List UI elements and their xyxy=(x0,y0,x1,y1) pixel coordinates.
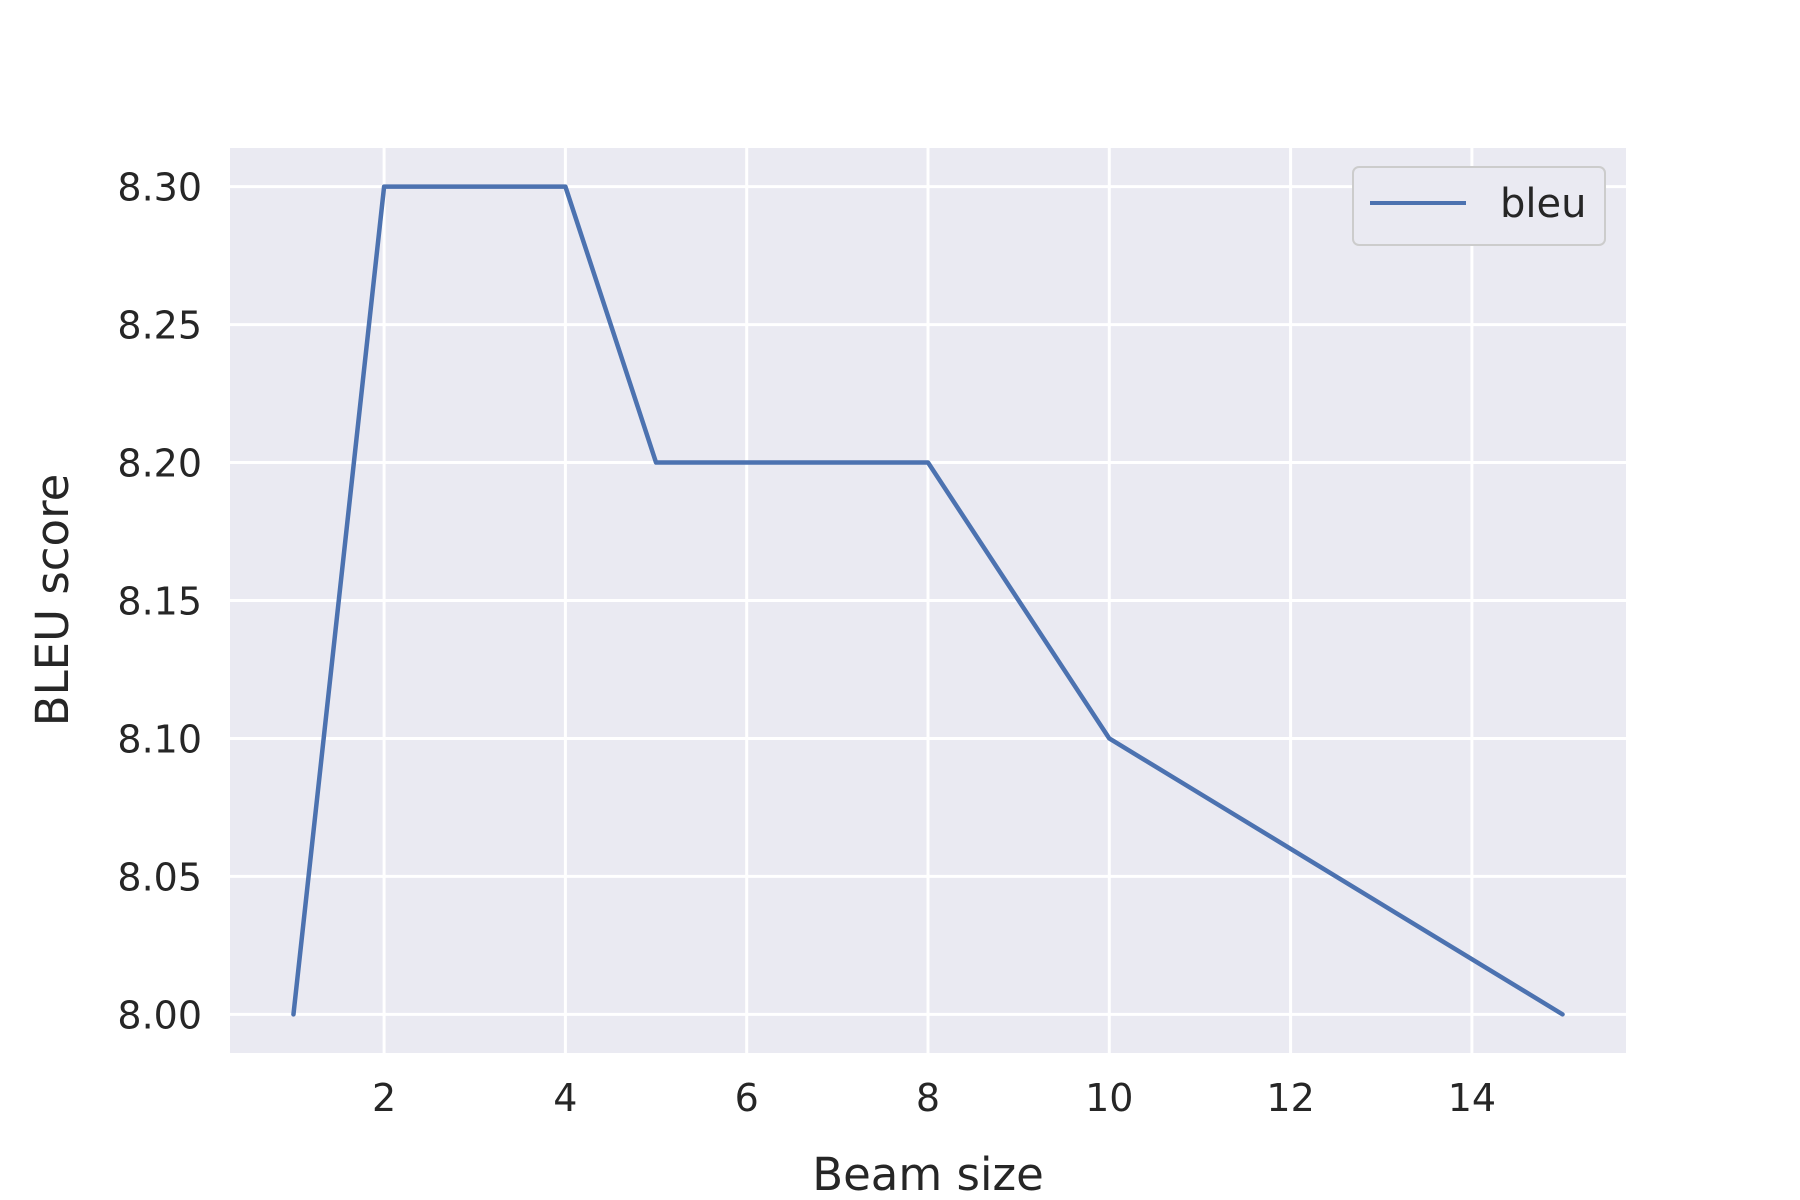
y-tick-label: 8.05 xyxy=(117,855,202,899)
legend-box xyxy=(1352,166,1606,246)
legend-label-bleu: bleu xyxy=(1500,181,1586,227)
x-axis-label: Beam size xyxy=(812,1148,1044,1200)
x-tick-label: 10 xyxy=(1085,1076,1133,1120)
x-tick-label: 4 xyxy=(553,1076,577,1120)
x-axis-ticks: 2 4 6 8 10 12 14 xyxy=(372,1076,1496,1120)
y-tick-label: 8.30 xyxy=(117,166,202,210)
y-tick-label: 8.15 xyxy=(117,580,202,624)
y-axis-label: BLEU score xyxy=(26,474,79,727)
y-tick-label: 8.25 xyxy=(117,304,202,348)
x-tick-label: 12 xyxy=(1266,1076,1314,1120)
x-tick-label: 14 xyxy=(1448,1076,1496,1120)
legend: bleu xyxy=(1352,166,1606,246)
y-tick-label: 8.20 xyxy=(117,442,202,486)
series-line-bleu xyxy=(291,184,1565,1017)
y-tick-label: 8.10 xyxy=(117,717,202,761)
x-tick-label: 8 xyxy=(916,1076,940,1120)
grid-lines xyxy=(230,148,1626,1053)
x-tick-label: 6 xyxy=(735,1076,759,1120)
y-tick-label: 8.00 xyxy=(117,993,202,1037)
series-layer xyxy=(291,184,1565,1017)
x-tick-label: 2 xyxy=(372,1076,396,1120)
y-axis-ticks: 8.00 8.05 8.10 8.15 8.20 8.25 8.30 xyxy=(117,166,202,1038)
